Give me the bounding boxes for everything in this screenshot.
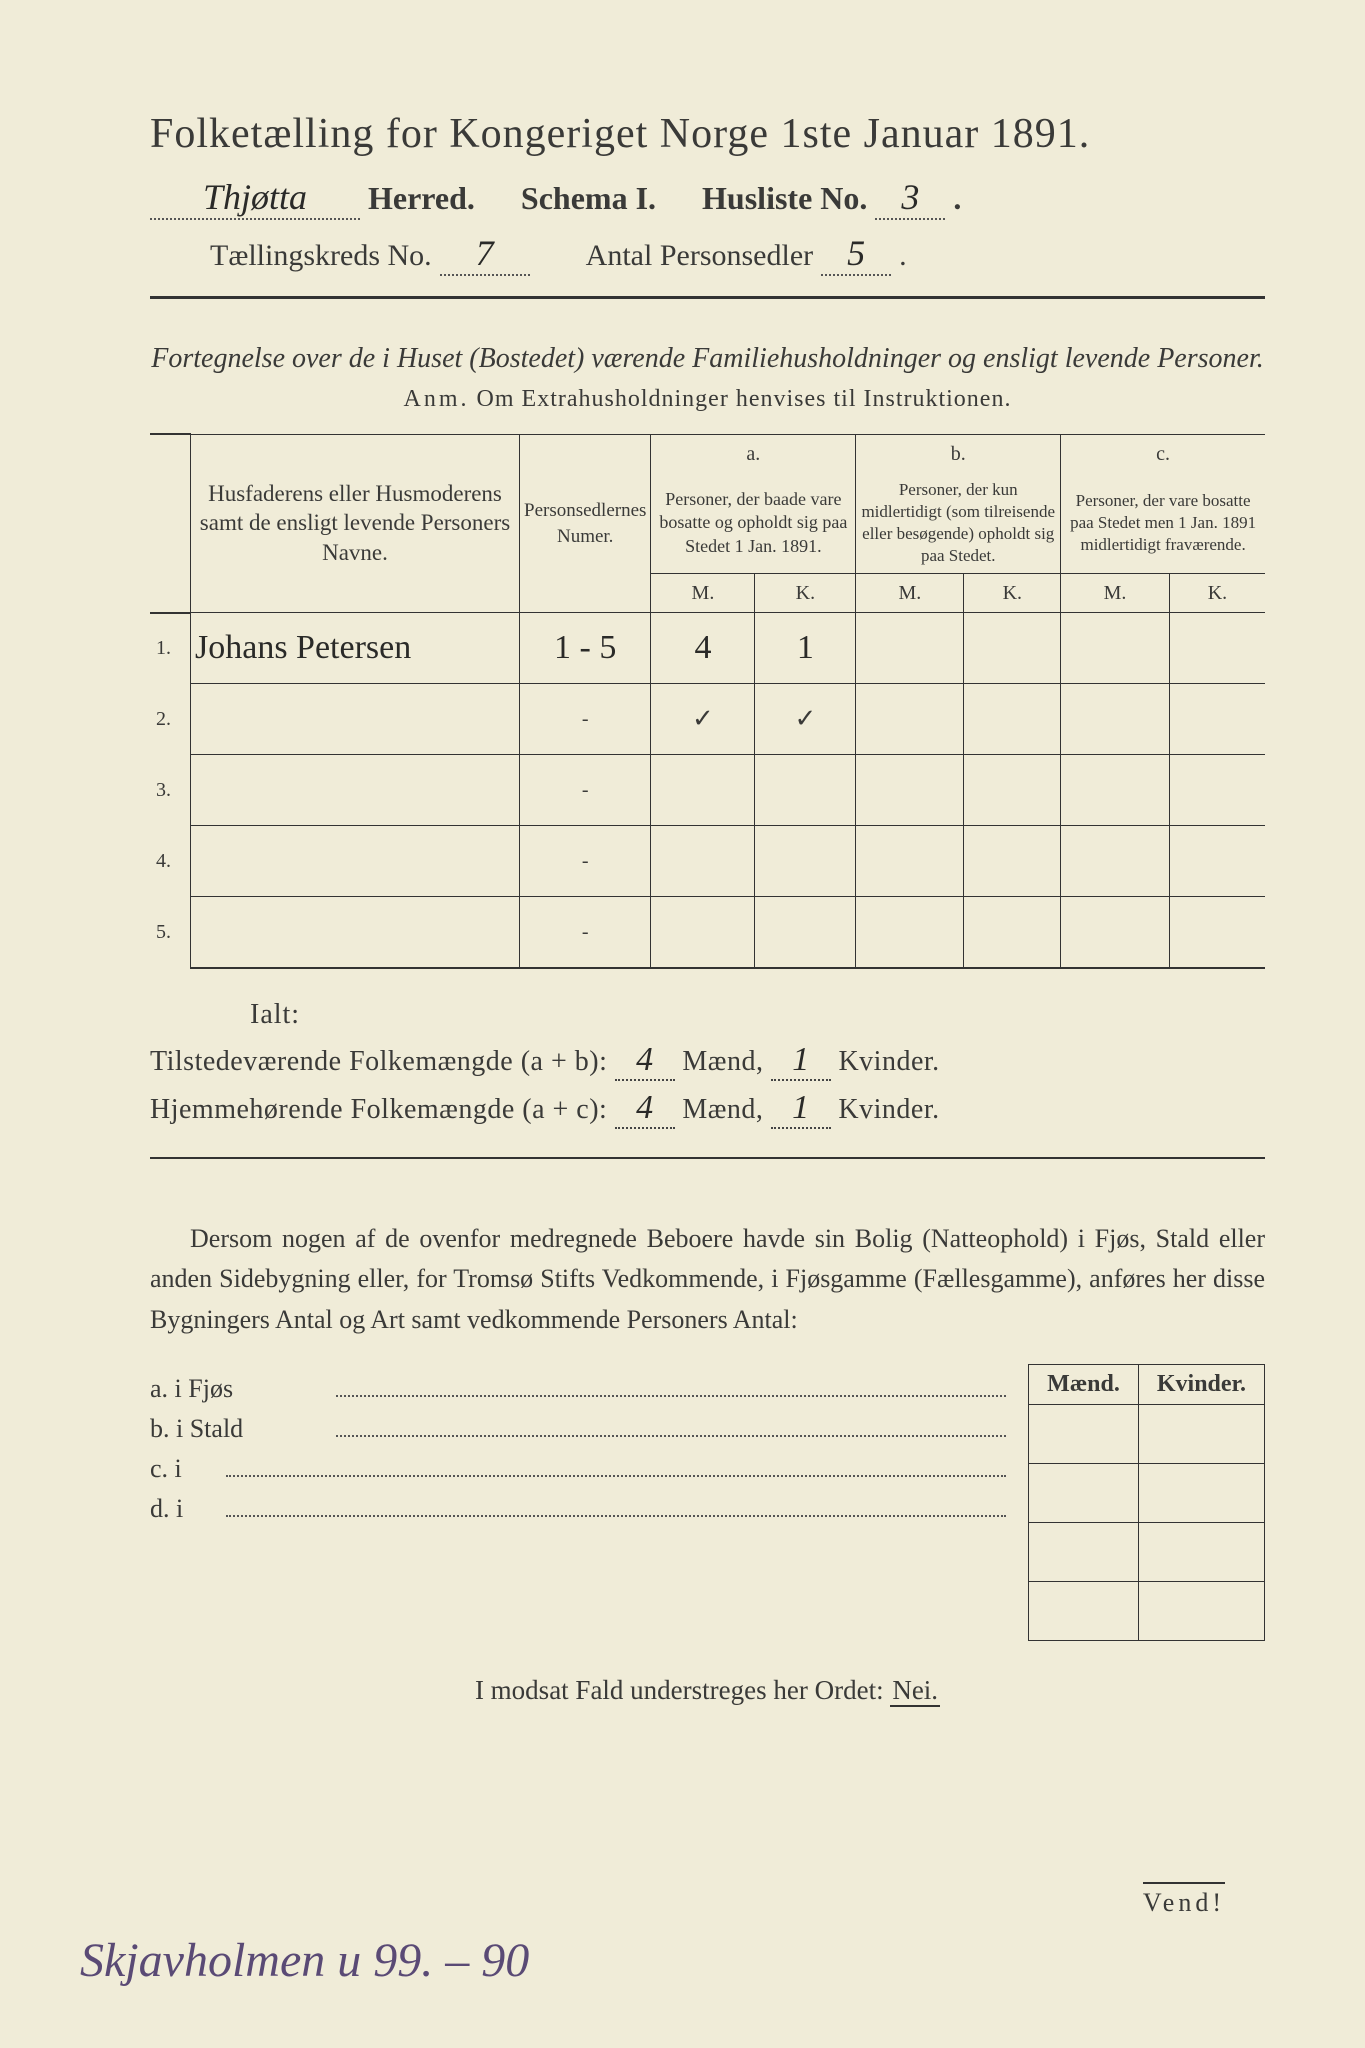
herred-label: Herred. xyxy=(368,180,475,217)
mk-table: Mænd.Kvinder. xyxy=(1028,1364,1265,1641)
mk-maend-header: Mænd. xyxy=(1029,1364,1139,1404)
nei-word: Nei. xyxy=(890,1675,940,1707)
col-a-label: a. xyxy=(651,434,856,473)
col-num-header: Personsedlernes Numer. xyxy=(520,434,651,612)
husliste-no: 3 xyxy=(901,176,919,218)
mk-header: K. xyxy=(1169,574,1265,613)
page-title: Folketælling for Kongeriget Norge 1ste J… xyxy=(150,110,1265,158)
main-table: Husfaderens eller Husmoderens samt de en… xyxy=(150,433,1265,969)
husliste-label: Husliste No. xyxy=(702,180,867,217)
col-name-header: Husfaderens eller Husmoderens samt de en… xyxy=(191,434,520,612)
table-row: 2. - ✓ ✓ xyxy=(150,684,1265,755)
vend-label: Vend! xyxy=(1143,1882,1225,1918)
nei-line: I modsat Fald understreges her Ordet: Ne… xyxy=(150,1675,1265,1706)
mk-kvinder-header: Kvinder. xyxy=(1138,1364,1264,1404)
kreds-no: 7 xyxy=(476,232,494,274)
anm-label: Anm. xyxy=(404,386,470,412)
table-row: 1. Johans Petersen 1 - 5 4 1 xyxy=(150,613,1265,684)
col-a-text: Personer, der baade vare bosatte og opho… xyxy=(651,473,856,574)
ialt-label: Ialt: xyxy=(250,999,1265,1031)
col-b-text: Personer, der kun midlertidigt (som tilr… xyxy=(856,473,1061,574)
col-c-text: Personer, der vare bosatte paa Stedet me… xyxy=(1061,473,1265,574)
schema-label: Schema I. xyxy=(521,180,656,217)
mk-header: K. xyxy=(964,574,1061,613)
bottom-handwriting: Skjavholmen u 99. – 90 xyxy=(80,1933,529,1988)
ob-row: c. i xyxy=(150,1454,1012,1484)
subtitle: Fortegnelse over de i Huset (Bostedet) v… xyxy=(150,339,1265,378)
tilstede-line: Tilstedeværende Folkemængde (a + b): 4 M… xyxy=(150,1041,1265,1081)
mk-header: M. xyxy=(856,574,964,613)
col-c-label: c. xyxy=(1061,434,1265,473)
mk-header: K. xyxy=(755,574,856,613)
antal-no: 5 xyxy=(847,232,865,274)
divider xyxy=(150,296,1265,299)
header-line-3: Tællingskreds No. 7 Antal Personsedler 5… xyxy=(150,232,1265,276)
anm-line: Anm. Om Extrahusholdninger henvises til … xyxy=(150,386,1265,413)
kreds-label: Tællingskreds No. xyxy=(210,239,432,273)
table-row: 4. - xyxy=(150,826,1265,897)
header-line-2: Thjøtta Herred. Schema I. Husliste No. 3… xyxy=(150,176,1265,220)
ob-row: d. i xyxy=(150,1494,1012,1524)
mk-header: M. xyxy=(1061,574,1170,613)
row-name: Johans Petersen xyxy=(195,629,411,666)
antal-label: Antal Personsedler xyxy=(586,239,813,273)
table-row: 3. - xyxy=(150,755,1265,826)
col-b-label: b. xyxy=(856,434,1061,473)
herred-handwritten: Thjøtta xyxy=(203,176,307,218)
anm-text: Om Extrahusholdninger henvises til Instr… xyxy=(477,386,1012,412)
body-paragraph: Dersom nogen af de ovenfor medregnede Be… xyxy=(150,1219,1265,1340)
hjemme-line: Hjemmehørende Folkemængde (a + c): 4 Mæn… xyxy=(150,1089,1265,1129)
ob-row: b. i Stald xyxy=(150,1414,1012,1444)
table-row: 5. - xyxy=(150,897,1265,969)
mk-header: M. xyxy=(651,574,755,613)
ob-row: a. i Fjøs xyxy=(150,1374,1012,1404)
outbuildings-section: a. i Fjøs b. i Stald c. i d. i Mænd.Kvin… xyxy=(150,1364,1265,1641)
